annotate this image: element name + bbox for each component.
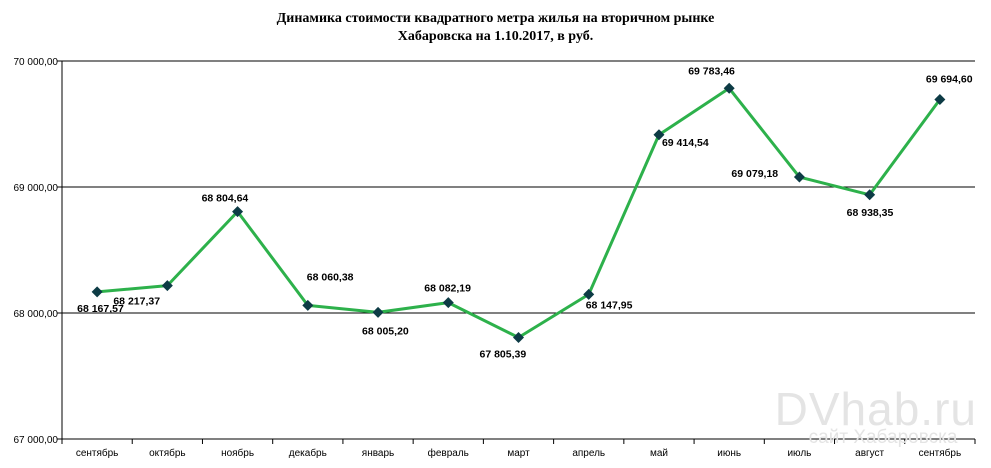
- x-axis-ticks: сентябрь октябрь ноябрь декабрь январь феврал…: [76, 447, 961, 459]
- chart-title: Динамика стоимости квадратного метра жил…: [0, 10, 991, 46]
- y-tick-label: 70 000,00: [14, 57, 59, 68]
- y-axis-ticks: 67 000,00 68 000,00 69 000,00 70 000,00: [14, 57, 59, 446]
- x-tick-label: июнь: [717, 448, 741, 459]
- data-label: 69 414,54: [662, 137, 709, 149]
- x-tick-label: март: [507, 448, 530, 459]
- x-tick-label: май: [650, 448, 668, 459]
- data-point-marker: [372, 306, 384, 318]
- data-point-marker: [161, 280, 173, 292]
- chart-title-line-2: Хабаровска на 1.10.2017, в руб.: [397, 29, 594, 44]
- data-point-marker: [864, 189, 876, 201]
- data-label: 67 805,39: [480, 349, 527, 361]
- data-point-marker: [91, 286, 103, 298]
- data-point-marker: [934, 93, 946, 105]
- data-point-marker: [723, 82, 735, 94]
- x-tick-label: август: [855, 448, 884, 459]
- chart-title-line-1: Динамика стоимости квадратного метра жил…: [276, 11, 715, 26]
- series-layer: [91, 82, 946, 344]
- data-point-marker: [653, 129, 665, 141]
- data-point-marker: [793, 171, 805, 183]
- data-label: 68 217,37: [113, 296, 160, 308]
- data-label: 68 804,64: [202, 193, 249, 205]
- series-line: [96, 86, 942, 340]
- y-tick-label: 67 000,00: [14, 435, 59, 446]
- data-label: 68 147,95: [586, 299, 633, 311]
- data-point-marker: [442, 297, 454, 309]
- x-tick-label: апрель: [572, 448, 605, 459]
- x-tick-label: февраль: [428, 447, 469, 459]
- data-point-marker: [583, 288, 595, 300]
- y-tick-label: 69 000,00: [14, 183, 59, 194]
- x-tick-label: декабрь: [289, 447, 327, 459]
- data-point-marker: [513, 332, 524, 344]
- gridlines: [57, 60, 976, 444]
- x-tick-label: октябрь: [149, 447, 186, 459]
- data-label: 69 694,60: [926, 73, 973, 85]
- data-label: 68 060,38: [307, 271, 354, 283]
- data-label: 68 167,57: [77, 303, 124, 315]
- data-label: 68 082,19: [424, 283, 471, 295]
- data-point-marker: [302, 299, 314, 311]
- y-tick-label: 68 000,00: [14, 309, 59, 320]
- x-tick-label: январь: [362, 448, 394, 459]
- x-tick-label: сентябрь: [919, 447, 962, 459]
- x-tick-label: ноябрь: [221, 447, 254, 459]
- x-tick-label: июль: [787, 448, 811, 459]
- data-label: 69 079,18: [731, 168, 778, 180]
- data-label: 68 938,35: [847, 207, 894, 219]
- data-label: 68 005,20: [362, 325, 409, 337]
- data-point-marker: [232, 206, 244, 218]
- x-tick-label: сентябрь: [76, 447, 119, 459]
- data-label: 69 783,46: [688, 65, 735, 77]
